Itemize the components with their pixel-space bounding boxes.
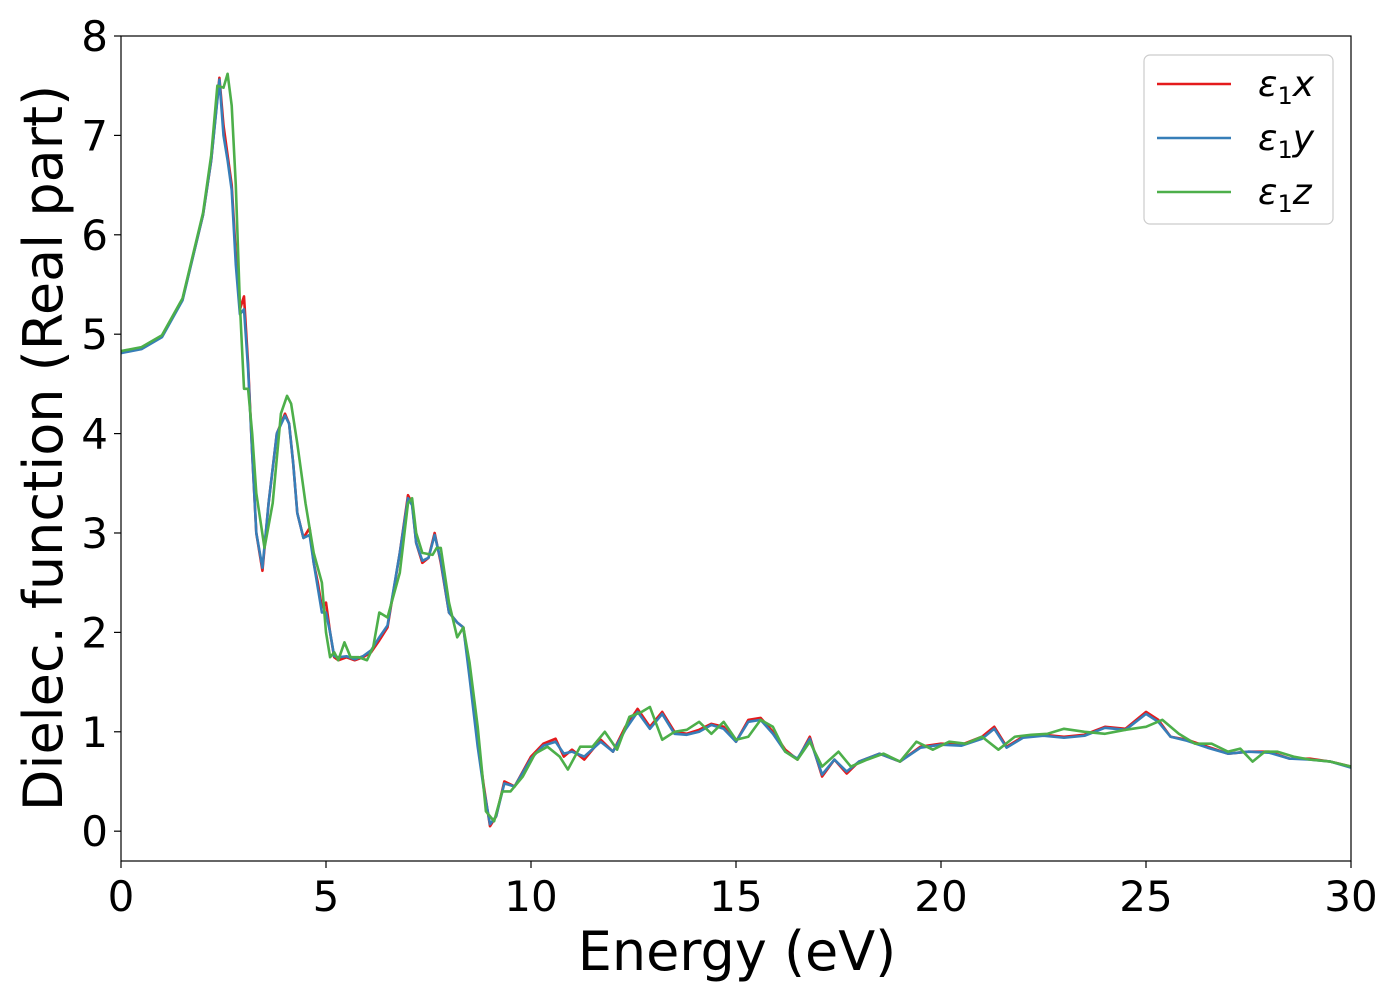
y-axis: 0 1 2 3 4 5 6 7 8	[81, 12, 121, 856]
x-tick-label: 20	[914, 872, 967, 921]
y-axis-label: Dielec. function (Real part)	[12, 85, 75, 811]
x-axis-label: Energy (eV)	[578, 920, 897, 983]
y-tick-label: 4	[81, 410, 108, 459]
y-tick-label: 3	[81, 509, 108, 558]
y-tick-label: 7	[81, 111, 108, 160]
y-tick-label: 2	[81, 608, 108, 657]
x-tick-label: 0	[108, 872, 135, 921]
x-tick-label: 10	[504, 872, 557, 921]
y-tick-label: 5	[81, 310, 108, 359]
x-axis: 0 5 10 15 20 25 30	[108, 861, 1378, 921]
y-tick-label: 0	[81, 807, 108, 856]
x-tick-label: 30	[1324, 872, 1377, 921]
legend: ε1x ε1y ε1z	[1143, 54, 1334, 225]
x-tick-label: 15	[709, 872, 762, 921]
legend-label-x: ε1x	[1258, 64, 1315, 110]
y-tick-label: 6	[81, 211, 108, 260]
y-tick-label: 1	[81, 708, 108, 757]
series-line-z	[121, 72, 1351, 823]
series-layer	[121, 72, 1351, 828]
legend-label-y: ε1y	[1258, 118, 1315, 164]
x-tick-label: 25	[1119, 872, 1172, 921]
y-tick-label: 8	[81, 12, 108, 61]
legend-box	[1143, 54, 1334, 225]
x-tick-label: 5	[313, 872, 340, 921]
legend-label-z: ε1z	[1258, 172, 1313, 218]
